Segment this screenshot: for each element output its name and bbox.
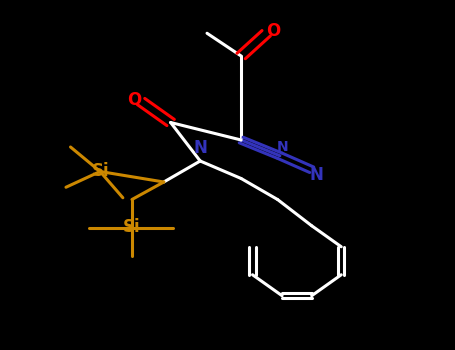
Text: Si: Si <box>123 218 141 237</box>
Text: O: O <box>266 22 280 41</box>
Text: O: O <box>127 91 142 109</box>
Text: N: N <box>276 140 288 154</box>
Text: N: N <box>193 139 207 157</box>
Text: N: N <box>309 166 323 184</box>
Text: Si: Si <box>91 162 109 181</box>
